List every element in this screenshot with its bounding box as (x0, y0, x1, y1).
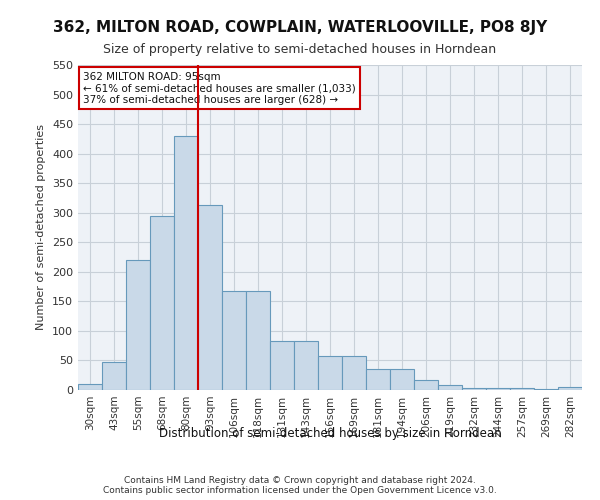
Text: 362, MILTON ROAD, COWPLAIN, WATERLOOVILLE, PO8 8JY: 362, MILTON ROAD, COWPLAIN, WATERLOOVILL… (53, 20, 547, 35)
Y-axis label: Number of semi-detached properties: Number of semi-detached properties (37, 124, 46, 330)
Text: Size of property relative to semi-detached houses in Horndean: Size of property relative to semi-detach… (103, 42, 497, 56)
Bar (270, 341, 294, 390)
Bar (510, 388, 534, 390)
Bar (126, 260, 150, 390)
Bar (486, 388, 510, 390)
Bar (438, 386, 462, 390)
Text: Contains HM Land Registry data © Crown copyright and database right 2024.
Contai: Contains HM Land Registry data © Crown c… (103, 476, 497, 495)
Bar (222, 292, 246, 390)
Text: 362 MILTON ROAD: 95sqm
← 61% of semi-detached houses are smaller (1,033)
37% of : 362 MILTON ROAD: 95sqm ← 61% of semi-det… (83, 72, 356, 104)
Bar (174, 136, 198, 390)
Bar (198, 205, 222, 390)
Bar (534, 389, 558, 390)
Text: Distribution of semi-detached houses by size in Horndean: Distribution of semi-detached houses by … (158, 428, 502, 440)
Bar (558, 387, 582, 390)
Bar (294, 341, 318, 390)
Bar (342, 356, 366, 390)
Bar (414, 380, 438, 390)
Bar (150, 216, 174, 390)
Bar (390, 370, 414, 390)
Bar (366, 370, 390, 390)
Bar (318, 356, 342, 390)
Bar (78, 384, 102, 390)
Bar (102, 362, 126, 390)
Bar (246, 292, 270, 390)
Bar (462, 388, 486, 390)
